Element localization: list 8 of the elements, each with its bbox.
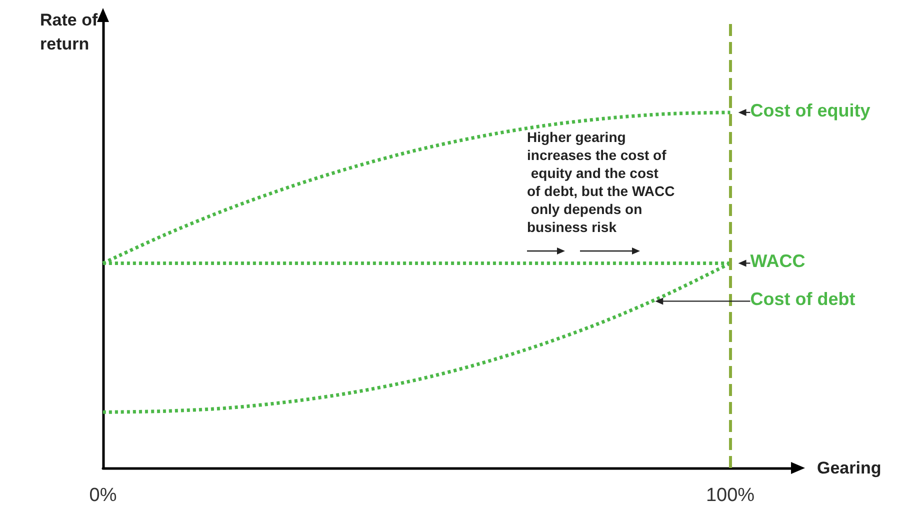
x-axis-title: Gearing xyxy=(817,458,882,478)
y-axis-title: Rate of return xyxy=(40,10,102,54)
x-tick-label: 0% xyxy=(89,485,117,506)
series-label: Cost of equity xyxy=(750,100,870,120)
annotation: Higher gearing increases the cost of equity and the cost of debt, but the WACC only depends on business risk xyxy=(527,129,675,235)
x-tick-label: 100% xyxy=(706,485,755,506)
series-label: WACC xyxy=(750,251,806,272)
series-label: Cost of debt xyxy=(750,289,856,310)
